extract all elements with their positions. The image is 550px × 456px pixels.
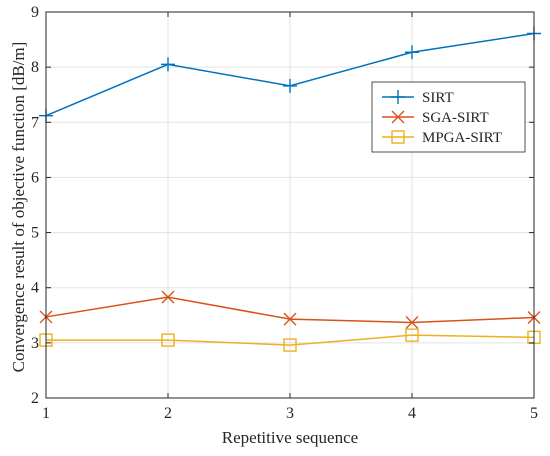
y-tick-label: 6: [31, 169, 39, 186]
y-tick-label: 9: [31, 4, 39, 21]
legend-label-sga-sirt: SGA-SIRT: [422, 110, 489, 126]
y-tick-label: 7: [31, 114, 39, 131]
legend-marker-sga-sirt: [391, 110, 405, 124]
data-point-mpga-sirt: [283, 338, 297, 352]
legend-label-sirt: SIRT: [422, 90, 454, 106]
data-point-sirt: [161, 57, 175, 72]
data-point-sga-sirt: [283, 312, 297, 326]
series-mpga-sirt: [39, 328, 541, 352]
series-layer: [39, 26, 541, 352]
x-tick-label: 3: [286, 405, 294, 422]
legend: SIRT SGA-SIRT MPGA-SIRT: [371, 81, 526, 153]
legend-label-mpga-sirt: MPGA-SIRT: [422, 130, 502, 146]
data-point-mpga-sirt: [161, 333, 175, 347]
y-axis-label: Convergence result of objective function…: [9, 42, 28, 373]
data-point-sga-sirt: [405, 315, 419, 329]
x-axis-label: Repetitive sequence: [222, 428, 358, 447]
y-tick-label: 4: [31, 280, 39, 297]
data-point-mpga-sirt: [405, 328, 419, 342]
data-point-sirt: [405, 45, 419, 60]
x-tick-label: 1: [42, 405, 50, 422]
data-point-sga-sirt: [161, 290, 175, 304]
data-point-sirt: [283, 78, 297, 93]
legend-marker-mpga-sirt: [391, 130, 405, 144]
x-tick-label: 2: [164, 405, 172, 422]
x-tick-label: 5: [530, 405, 538, 422]
y-tick-label: 3: [31, 335, 39, 352]
y-tick-label: 8: [31, 59, 39, 76]
x-tick-label: 4: [408, 405, 416, 422]
legend-marker-sirt: [391, 90, 405, 104]
series-line-mpga-sirt: [46, 334, 535, 346]
y-tick-label: 5: [31, 225, 39, 242]
y-tick-label: 2: [31, 390, 39, 407]
